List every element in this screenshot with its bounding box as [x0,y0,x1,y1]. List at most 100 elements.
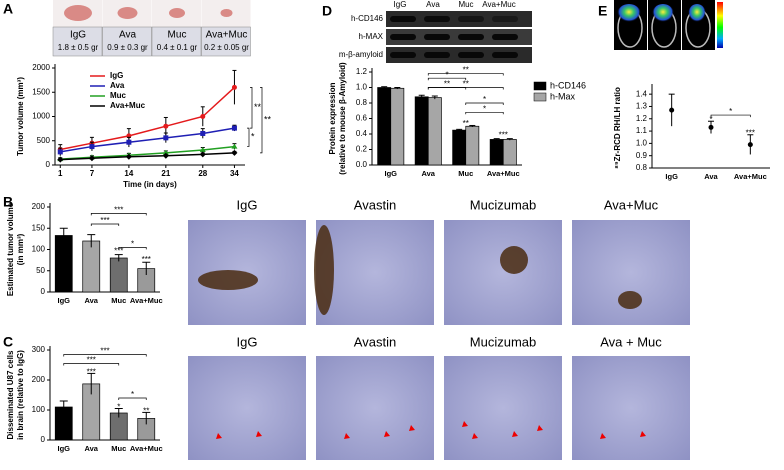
marker [231,143,238,149]
y-tick-label: 1000 [32,112,50,121]
x-tick-label: 21 [161,169,170,178]
histology-title: Ava + Muc [600,334,662,349]
stain [198,270,258,290]
x-tick-label: IgG [58,444,71,453]
significance: ** [143,407,149,416]
histology-image [572,356,690,460]
y-tick-label: 0.8 [636,163,648,172]
bar [109,257,128,293]
histology-image [444,356,562,460]
histology-image [316,220,434,325]
bracket [90,223,120,226]
significance: *** [142,255,151,264]
histology-title: IgG [237,334,258,349]
y-tick-label: 1500 [32,87,50,96]
x-tick-label: IgG [58,296,71,305]
bracket [250,87,253,129]
bracket [710,114,751,118]
band [492,16,518,22]
photo-name: Muc [168,30,187,41]
bracket [63,363,120,366]
bar [502,139,517,166]
y-axis-title: in brain (relative to IgG) [16,350,25,440]
x-tick-label: Muc [111,444,126,453]
marker [88,155,95,162]
histology-title: Avastin [354,334,396,349]
x-tick-label: Ava+Muc [130,296,163,305]
y-tick-label: 300 [32,345,46,354]
significance: * [117,403,120,412]
x-tick-label: 14 [124,169,133,178]
significance: ** [463,80,469,89]
legend-label: h-CD146 [550,80,586,90]
band [492,34,518,40]
histology-image [572,220,690,325]
y-tick-label: 100 [32,405,46,414]
y-tick-label: 0.9 [636,151,648,160]
y-tick-label: 1.0 [356,83,368,92]
significance: *** [87,368,96,377]
x-tick-label: Ava [422,169,436,178]
bracket [118,247,147,250]
significance: *** [100,216,109,225]
arrow [512,431,518,437]
arrow [256,431,262,437]
y-axis-title: Disseminated U87 cells [6,350,15,439]
panel-letter: B [3,194,13,210]
point [708,124,714,130]
marker [57,156,64,163]
bar [427,97,442,166]
significance: ** [463,119,469,128]
panel-letter: E [598,3,607,19]
y-tick-label: 200 [32,375,46,384]
y-tick-label: 0.6 [356,114,368,123]
band [424,16,450,22]
arrow [216,433,222,439]
x-tick-label: Ava+Muc [487,169,520,178]
label-cell [52,26,103,57]
stain [500,246,528,274]
marker [199,151,206,158]
band [390,16,416,22]
bracket [247,127,250,147]
bar [377,87,392,166]
blot-row-label: m-β-amyloid [339,50,383,59]
significance: * [131,390,134,399]
point [747,142,753,148]
stain [314,225,334,315]
blot-row-label: h-MAX [359,32,384,41]
x-axis-title: Time (in days) [123,180,177,189]
bar [465,125,480,166]
histology-image [316,356,434,460]
y-tick-label: 200 [32,202,46,211]
histology-title: IgG [237,197,258,212]
y-axis-title: Tumor volume (mm³) [16,77,25,156]
legend-label: h-Max [550,91,576,101]
marker [163,123,169,129]
bracket [427,87,504,90]
bracket [465,102,504,105]
bar [82,240,101,293]
band [458,16,484,22]
y-tick-label: 50 [36,266,45,275]
x-tick-label: 1 [58,169,63,178]
band [458,34,484,40]
band [424,52,450,58]
y-tick-label: 150 [32,223,46,232]
arrow [409,425,415,431]
signal [652,4,674,24]
y-tick-label: 2000 [32,63,50,72]
arrow [462,421,468,427]
marker [231,84,237,90]
photo-name: Ava+Muc [206,30,248,41]
band [458,52,484,58]
tumor [220,9,233,17]
arrow [472,433,478,439]
lane-label: Muc [458,0,473,9]
significance: * [483,95,486,104]
band [390,34,416,40]
y-axis-title: ⁸⁹Zr-RCD RH/LH ratio [613,87,622,169]
photo-weight: 0.9 ± 0.3 gr [107,43,148,52]
bar [390,87,405,166]
